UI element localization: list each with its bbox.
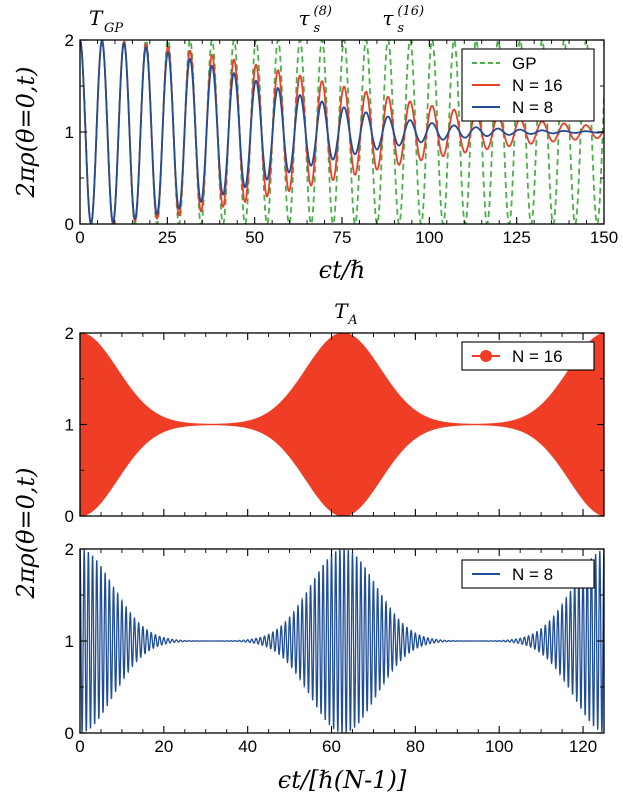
panel-top-annotations: T GP τ s(8) τ s(16): [89, 4, 424, 36]
x-tick-label: 0: [75, 737, 84, 756]
y-tick-label: 0: [65, 724, 74, 743]
annotation-s: τ: [299, 6, 311, 30]
bottom-x-axis-label: ϵt/[ℏ(N-1)]: [278, 766, 407, 794]
panel-middle-series: [80, 333, 604, 516]
y-tick-label: 0: [65, 215, 74, 234]
annotation-gp: T: [89, 6, 104, 30]
panel-top-ticks: 0 25 50 75 100 125 150 0 1 2: [65, 31, 619, 247]
legend-label: N = 8: [512, 565, 553, 584]
series-area-n-16: [80, 333, 604, 516]
x-tick-label: 0: [75, 228, 84, 247]
legend-label: N = 8: [512, 98, 553, 117]
x-tick-label: 125: [502, 228, 530, 247]
panel-bottom-ticks: 0 20 40 60 80 100 120 0 1 2: [65, 540, 605, 756]
top-y-axis-label: 2πρ(θ=0,t): [12, 67, 40, 199]
legend-label: GP: [512, 54, 537, 73]
annotation-subscript: A: [347, 313, 357, 328]
panel-top-legend: GP N = 16 N = 8: [461, 48, 595, 122]
x-tick-label: 60: [322, 737, 341, 756]
y-tick-label: 1: [65, 416, 74, 435]
legend-label: N = 16: [512, 76, 563, 95]
top-x-axis-label: ϵt/ℏ: [319, 256, 366, 284]
annotation-subscript: s: [397, 21, 404, 36]
x-tick-label: 40: [238, 737, 257, 756]
x-tick-label: 80: [406, 737, 425, 756]
x-tick-label: 120: [569, 737, 597, 756]
x-tick-label: 50: [245, 228, 264, 247]
x-tick-label: 20: [154, 737, 173, 756]
series-line-n-16: [80, 40, 604, 224]
y-tick-label: 2: [65, 324, 74, 343]
annotation-subscript: GP: [104, 21, 123, 36]
legend-label: N = 16: [512, 347, 563, 366]
y-tick-label: 1: [65, 123, 74, 142]
annotation-s: τ: [382, 6, 394, 30]
annotation-superscript: (8): [314, 4, 332, 19]
y-tick-label: 2: [65, 31, 74, 50]
x-tick-label: 25: [158, 228, 177, 247]
bottom-y-axis-label: 2πρ(θ=0,t): [12, 468, 40, 600]
x-tick-label: 150: [590, 228, 618, 247]
x-tick-label: 100: [415, 228, 443, 247]
annotation-ta: T: [334, 299, 349, 323]
panel-bottom: 0 20 40 60 80 100 120 0 1 2 N = 8: [65, 540, 605, 756]
panel-middle-ticks: 0 1 2: [65, 324, 605, 526]
panel-middle-legend: N = 16: [461, 341, 595, 371]
legend-marker: [480, 350, 492, 362]
annotation-subscript: s: [314, 21, 321, 36]
y-tick-label: 1: [65, 632, 74, 651]
y-tick-label: 0: [65, 507, 74, 526]
x-tick-label: 100: [485, 737, 513, 756]
panel-bottom-legend: N = 8: [461, 559, 595, 589]
y-tick-label: 2: [65, 540, 74, 559]
x-tick-label: 75: [333, 228, 352, 247]
series-line-n-8: [80, 40, 604, 224]
annotation-superscript: (16): [397, 4, 424, 19]
